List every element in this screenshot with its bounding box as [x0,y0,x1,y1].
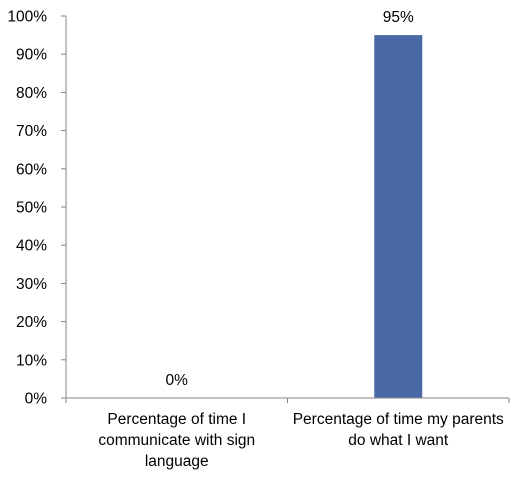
y-tick-label: 90% [16,47,47,64]
category-label-parents: Percentage of time my parents do what I … [292,411,504,449]
y-tick-label: 70% [16,123,47,140]
y-tick-label: 50% [16,200,47,217]
data-label-1: 0% [166,372,189,389]
y-tick-label: 10% [16,352,47,369]
y-tick-label: 0% [25,391,48,408]
y-tick-label: 30% [16,276,47,293]
data-label-2: 95% [383,9,414,26]
y-tick-label: 20% [16,314,47,331]
bar-2 [374,35,423,398]
y-tick-label: 80% [16,85,47,102]
bars [374,35,423,398]
y-tick-label: 40% [16,238,47,255]
y-tick-label: 100% [7,9,47,26]
y-tick-label: 60% [16,161,47,178]
data-labels: 0% 95% [166,9,414,389]
category-label-sign-language: Percentage of time I communicate with si… [98,411,256,470]
y-axis-ticks: 0% 10% 20% 30% 40% 50% 60% 70% 80% 90% 100% [7,9,66,408]
x-axis-ticks [65,398,510,403]
